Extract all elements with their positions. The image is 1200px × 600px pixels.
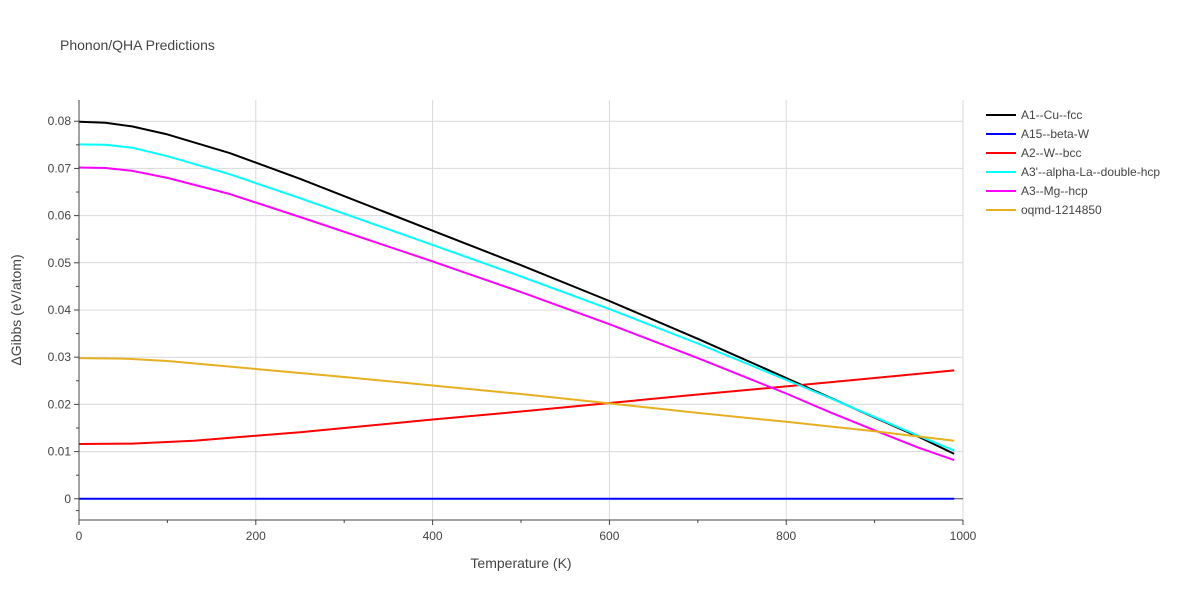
y-tick-label: 0.05: [48, 256, 72, 270]
legend-label: A3'--alpha-La--double-hcp: [1021, 165, 1160, 179]
series-line-2: [78, 369, 955, 445]
y-axis-title: ΔGibbs (eV/atom): [8, 254, 24, 365]
y-tick-label: 0: [64, 492, 71, 506]
x-tick-label: 600: [599, 529, 619, 543]
y-tick-label: 0.04: [48, 303, 72, 317]
legend-item[interactable]: A3--Mg--hcp: [986, 184, 1088, 198]
legend-label: A3--Mg--hcp: [1021, 184, 1088, 198]
legend: A1--Cu--fcc A15--beta-W A2--W--bcc A3'--alp…: [986, 108, 1160, 217]
legend-label: A2--W--bcc: [1021, 146, 1081, 160]
chart-title: Phonon/QHA Predictions: [60, 37, 215, 53]
x-tick-label: 200: [246, 529, 266, 543]
y-tick-label: 0.08: [48, 114, 72, 128]
legend-item[interactable]: A3'--alpha-La--double-hcp: [986, 165, 1160, 179]
y-tick-label: 0.07: [48, 161, 72, 175]
series-line-3: [78, 143, 955, 452]
x-tick-labels: 0 200 400 600 800 1000: [76, 529, 977, 543]
x-tick-label: 1000: [950, 529, 977, 543]
legend-item[interactable]: A1--Cu--fcc: [986, 108, 1082, 122]
legend-label: A1--Cu--fcc: [1021, 108, 1082, 122]
x-tick-label: 800: [776, 529, 796, 543]
legend-item[interactable]: A2--W--bcc: [986, 146, 1081, 160]
legend-item[interactable]: oqmd-1214850: [986, 203, 1102, 217]
axes: [74, 100, 964, 525]
plot-series: [78, 120, 955, 500]
y-tick-label: 0.02: [48, 397, 72, 411]
y-tick-label: 0.06: [48, 209, 72, 223]
series-line-5: [78, 357, 955, 442]
x-axis-title: Temperature (K): [470, 555, 571, 571]
y-tick-label: 0.01: [48, 445, 72, 459]
x-tick-label: 400: [423, 529, 443, 543]
y-tick-label: 0.03: [48, 350, 72, 364]
legend-label: oqmd-1214850: [1021, 203, 1102, 217]
x-tick-label: 0: [76, 529, 83, 543]
series-line-4: [78, 166, 955, 462]
legend-label: A15--beta-W: [1021, 127, 1090, 141]
y-tick-labels: 0 0.01 0.02 0.03 0.04 0.05 0.06 0.07 0.08: [48, 114, 72, 506]
gridlines: [79, 100, 964, 520]
legend-item[interactable]: A15--beta-W: [986, 127, 1090, 141]
